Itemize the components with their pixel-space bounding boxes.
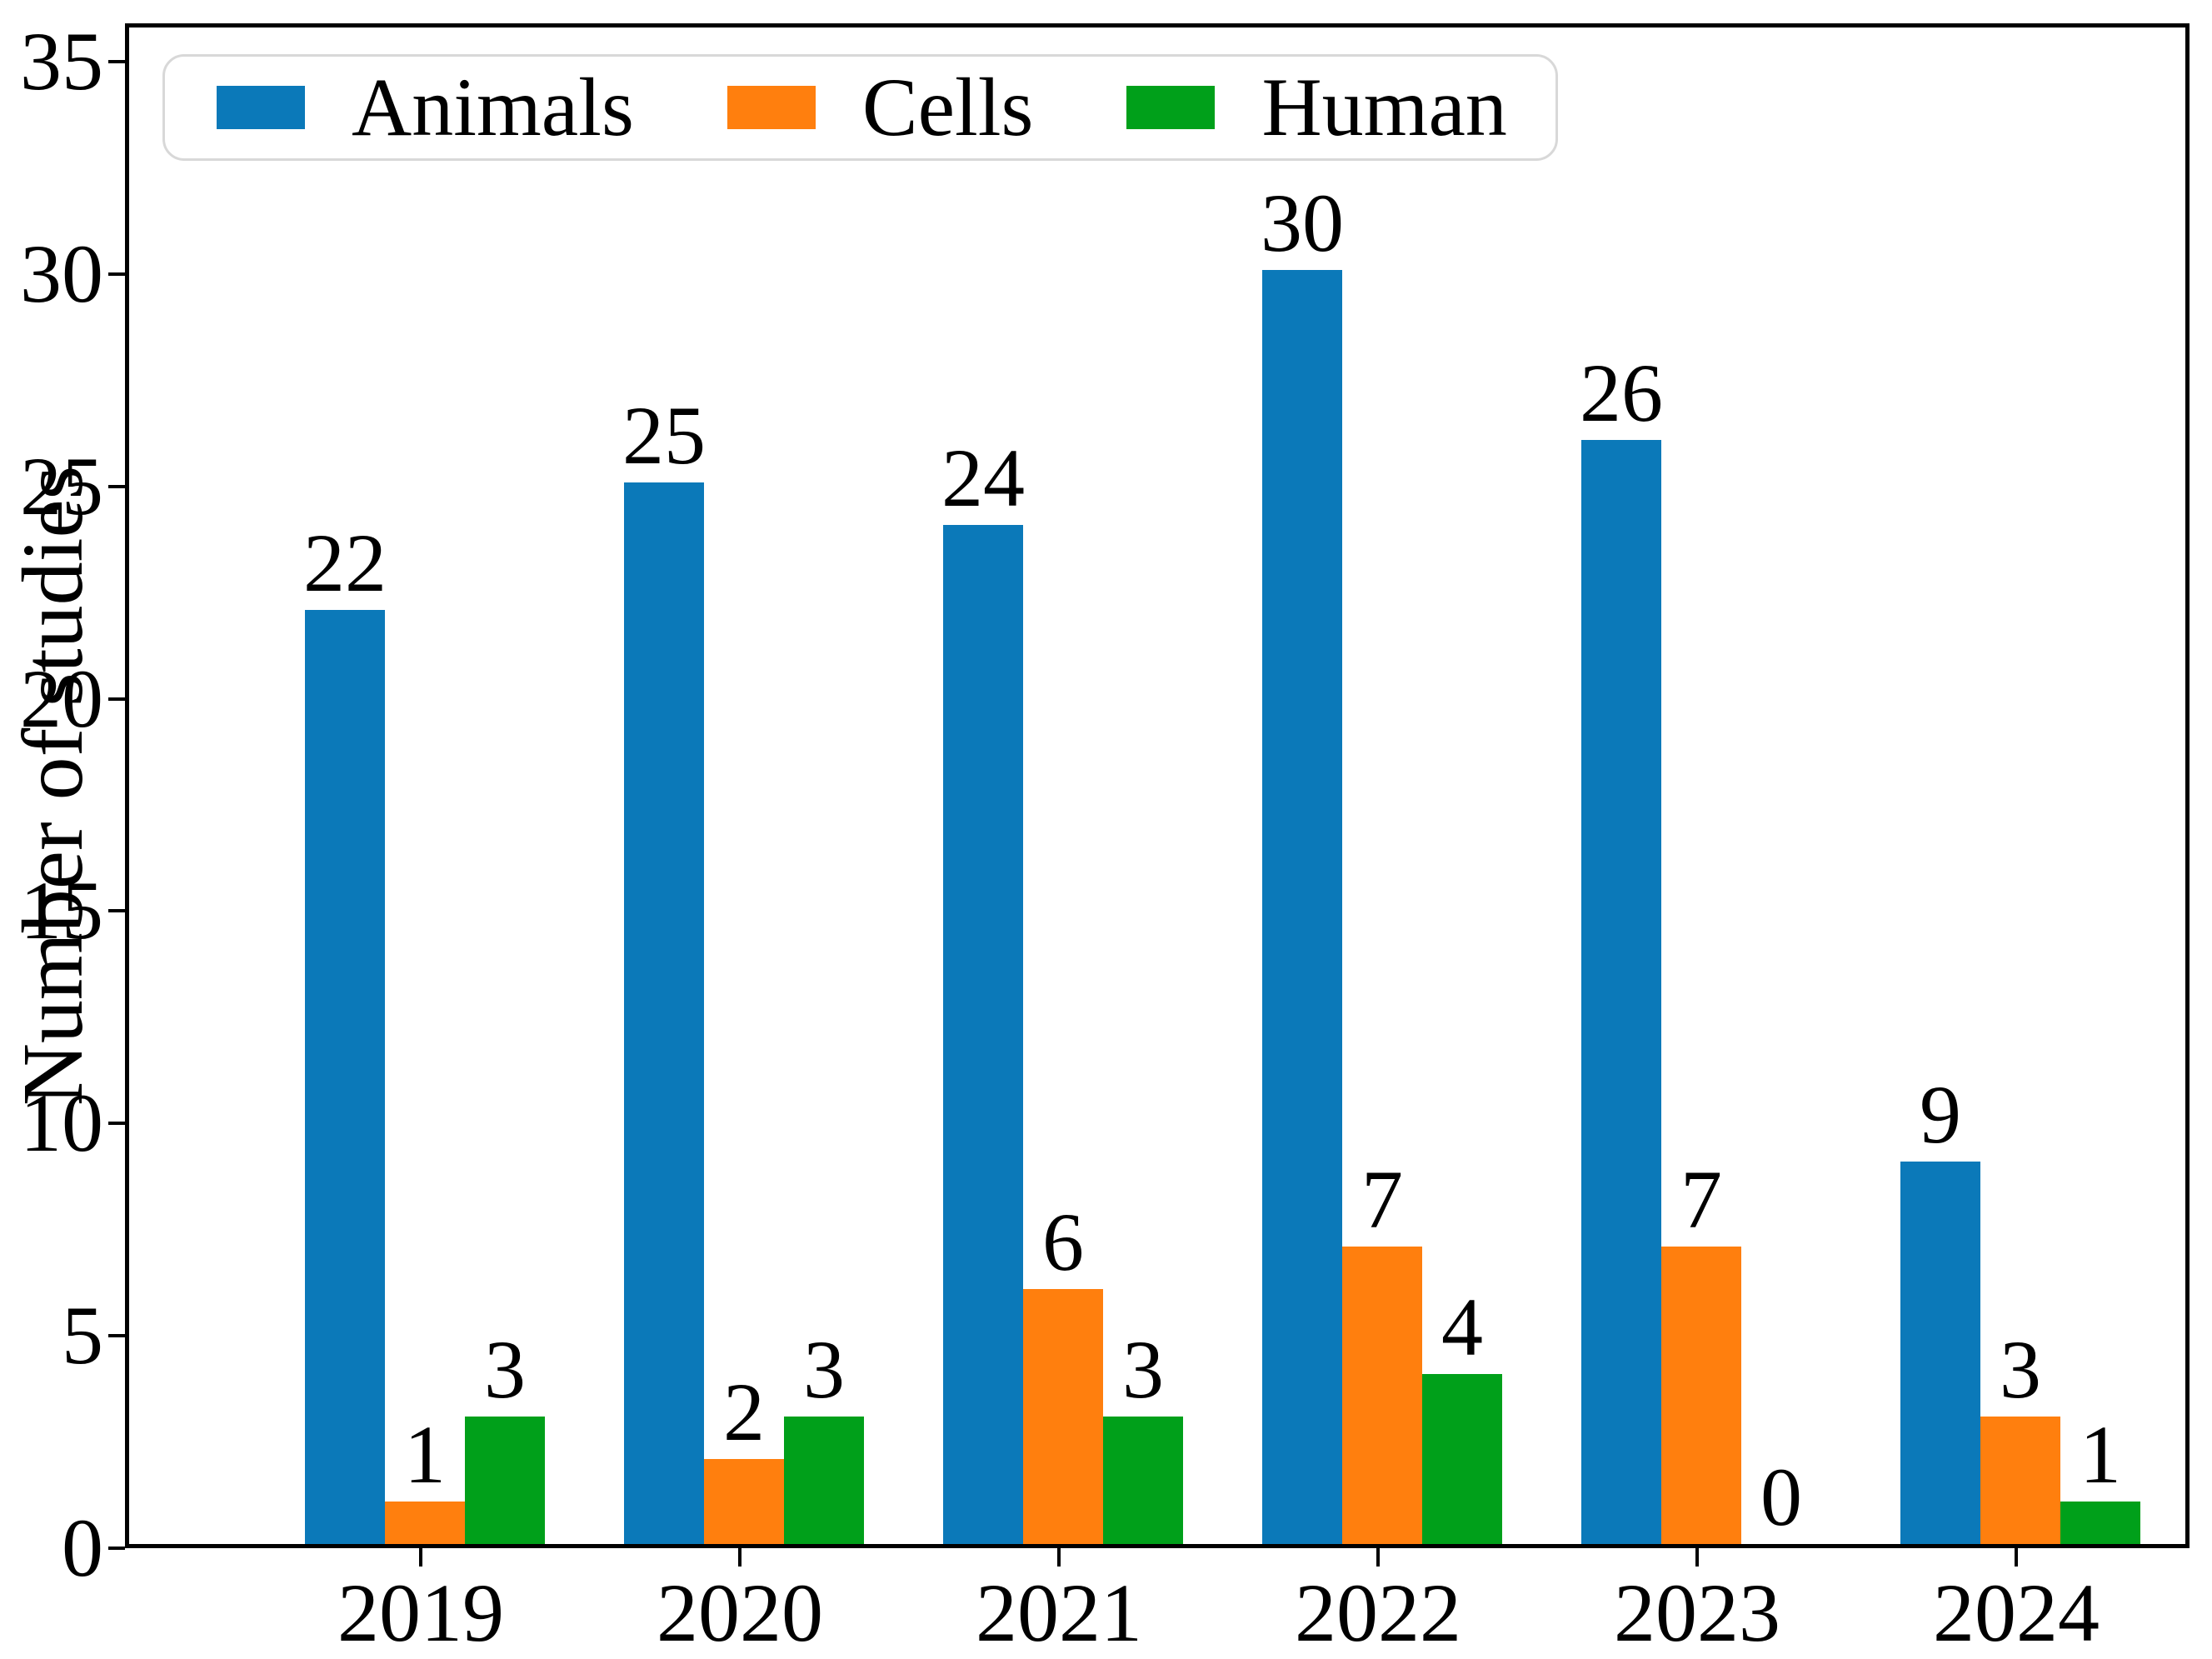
y-tick-label: 20 (20, 652, 103, 745)
y-tick-mark (108, 1547, 125, 1550)
bar-value-label: 7 (1361, 1153, 1403, 1246)
human-color-swatch (1126, 86, 1216, 129)
y-tick-label: 35 (20, 14, 103, 107)
bar-cells-2020 (704, 1459, 784, 1544)
legend-label-cells: Cells (861, 61, 1034, 153)
y-tick-mark (108, 909, 125, 913)
legend-item-animals: Animals (217, 66, 634, 149)
y-tick-mark (108, 484, 125, 488)
bar-cells-2021 (1023, 1289, 1103, 1544)
bar-value-label: 7 (1680, 1153, 1722, 1246)
bar-value-label: 9 (1920, 1068, 1961, 1161)
bar-cells-2023 (1661, 1247, 1741, 1544)
x-tick-label-2021: 2021 (976, 1567, 1142, 1659)
x-tick-mark (419, 1548, 422, 1567)
y-tick-mark (108, 1334, 125, 1338)
y-tick-label: 15 (20, 864, 103, 957)
bar-cells-2024 (1980, 1417, 2060, 1544)
bar-value-label: 3 (803, 1323, 845, 1416)
y-tick-mark (108, 59, 125, 63)
bar-value-label: 0 (1760, 1451, 1802, 1543)
x-tick-mark (738, 1548, 741, 1567)
bar-value-label: 3 (2000, 1323, 2041, 1416)
bar-animals-2021 (943, 525, 1023, 1544)
y-tick-label: 5 (62, 1289, 103, 1382)
plot-area: 22 25 24 30 26 9 1 2 6 7 7 3 3 3 3 4 0 1 Animals Cells Hu… (125, 23, 2190, 1548)
x-tick-mark (1695, 1548, 1699, 1567)
x-tick-label-2022: 2022 (1295, 1567, 1461, 1659)
bar-animals-2023 (1581, 440, 1661, 1544)
bar-animals-2019 (305, 610, 385, 1544)
y-tick-mark (108, 272, 125, 276)
bar-value-label: 3 (1122, 1323, 1164, 1416)
bar-animals-2022 (1262, 270, 1342, 1544)
y-tick-label: 30 (20, 227, 103, 320)
animals-color-swatch (217, 86, 305, 129)
bar-value-label: 25 (622, 389, 706, 482)
bar-human-2022 (1422, 1374, 1502, 1544)
cells-color-swatch (727, 86, 816, 129)
bar-value-label: 26 (1580, 347, 1663, 439)
bar-human-2019 (465, 1417, 545, 1544)
legend: Animals Cells Human (162, 54, 1558, 161)
x-tick-mark (1057, 1548, 1061, 1567)
bar-value-label: 22 (303, 517, 387, 609)
bar-value-label: 24 (941, 432, 1025, 524)
x-tick-mark (1376, 1548, 1380, 1567)
bar-value-label: 1 (404, 1408, 446, 1501)
legend-item-cells: Cells (727, 61, 1034, 153)
x-tick-label-2020: 2020 (657, 1567, 823, 1659)
bar-value-label: 6 (1042, 1196, 1084, 1288)
bar-value-label: 2 (723, 1366, 765, 1458)
bar-human-2024 (2060, 1502, 2140, 1544)
bar-value-label: 4 (1441, 1281, 1483, 1373)
bar-animals-2024 (1900, 1162, 1980, 1544)
x-tick-label-2023: 2023 (1614, 1567, 1780, 1659)
y-tick-label: 10 (20, 1077, 103, 1170)
bar-human-2021 (1103, 1417, 1183, 1544)
legend-label-animals: Animals (352, 61, 634, 153)
y-tick-mark (108, 1122, 125, 1126)
bar-value-label: 1 (2080, 1408, 2121, 1501)
bar-cells-2022 (1342, 1247, 1422, 1544)
x-tick-label-2024: 2024 (1933, 1567, 2100, 1659)
y-tick-label: 0 (62, 1502, 103, 1594)
bar-human-2020 (784, 1417, 864, 1544)
bar-animals-2020 (624, 482, 704, 1544)
legend-item-human: Human (1126, 61, 1507, 153)
y-tick-mark (108, 697, 125, 701)
x-tick-label-2019: 2019 (337, 1567, 504, 1659)
x-tick-mark (2015, 1548, 2018, 1567)
legend-label-human: Human (1261, 61, 1507, 153)
bar-value-label: 3 (484, 1323, 526, 1416)
bar-cells-2019 (385, 1502, 465, 1544)
bar-value-label: 30 (1261, 177, 1344, 269)
y-tick-label: 25 (20, 439, 103, 532)
